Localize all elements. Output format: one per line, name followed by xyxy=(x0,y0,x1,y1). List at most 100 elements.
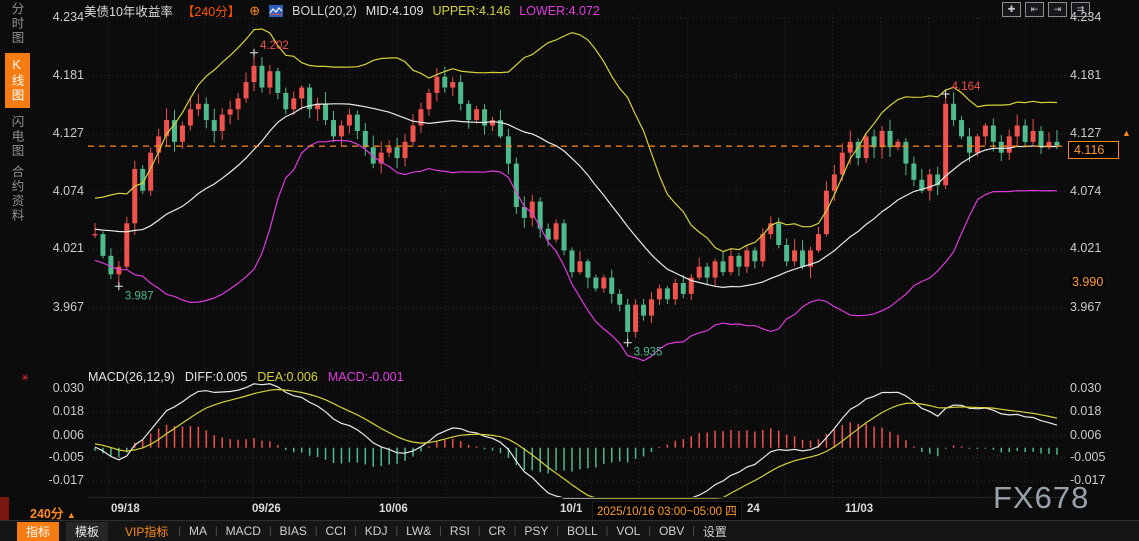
toolbar-lw-button[interactable]: LW& xyxy=(406,524,432,538)
period-selector[interactable]: 240分 ▲ xyxy=(30,503,76,522)
macd-hist-value: MACD:-0.001 xyxy=(327,370,404,384)
sidebar-item-contract-info[interactable]: 合约资料 xyxy=(9,165,24,223)
main-candlestick-chart[interactable]: 3.987 4.202 3.935 4.164 xyxy=(88,14,1066,372)
toolbar-bias-button[interactable]: BIAS xyxy=(279,524,307,538)
scale-left-icon[interactable]: ⇤ xyxy=(1025,2,1044,17)
price-axis-label-left: 4.127 xyxy=(52,126,84,141)
toolbar-ma-button[interactable]: MA xyxy=(188,524,207,538)
left-edge-strip xyxy=(0,497,9,541)
indicator-marker-icon: ✳ xyxy=(21,373,30,384)
svg-text:3.935: 3.935 xyxy=(634,347,663,359)
mini-chart-icon xyxy=(269,4,284,17)
macd-header: MACD(26,12,9) DIFF:0.005 DEA:0.006 MACD:… xyxy=(88,370,404,384)
current-price-badge: 4.116 xyxy=(1068,141,1120,159)
toolbar-separator: | xyxy=(605,525,609,537)
macd-axis-label-left: -0.017 xyxy=(48,472,84,487)
chart-tool-icons: ✚ ⇤ ⇥ ⇉ xyxy=(1002,2,1090,17)
macd-axis-label-right: 0.018 xyxy=(1070,404,1102,419)
boll-mid-value: MID:4.109 xyxy=(365,3,424,18)
toolbar-cr-button[interactable]: CR xyxy=(488,524,506,538)
toolbar-separator: | xyxy=(648,525,651,537)
price-axis-label-right: 4.234 xyxy=(1070,10,1102,24)
date-tick-label: 10/06 xyxy=(379,503,408,515)
toolbar-cci-button[interactable]: CCI xyxy=(325,524,347,538)
macd-dea-value: DEA:0.006 xyxy=(257,370,318,384)
macd-axis-label-left: 0.006 xyxy=(52,427,84,442)
toolbar-separator: | xyxy=(214,525,218,537)
shift-right-icon[interactable]: ⇉ xyxy=(1071,2,1090,17)
svg-text:4.202: 4.202 xyxy=(260,40,289,52)
macd-axis-label-left: 0.018 xyxy=(52,404,84,419)
left-sidebar: 分时图 K线图闪电图合约资料 xyxy=(0,2,34,223)
boll-lower-value: LOWER:4.072 xyxy=(519,3,600,18)
price-axis-label-right: 4.181 xyxy=(1070,67,1102,82)
toolbar-separator: | xyxy=(439,525,442,537)
macd-axis-label-left: -0.005 xyxy=(48,449,84,464)
price-axis-label-left: 4.234 xyxy=(52,10,84,24)
sidebar-item-kline[interactable]: K线图 xyxy=(4,52,30,108)
date-tick-label: 09/26 xyxy=(252,503,281,515)
macd-diff-value: DIFF:0.005 xyxy=(184,370,248,384)
toolbar-vol-button[interactable]: VOL xyxy=(616,524,641,538)
period-label: 【240分】 xyxy=(181,5,241,19)
chart-header: 美债10年收益率 【240分】 ⊕ BOLL(20,2) MID:4.109 U… xyxy=(84,1,600,20)
date-tick-label: 10/1 xyxy=(560,503,583,515)
toolbar-psy-button[interactable]: PSY xyxy=(524,524,549,538)
price-axis-label-right: 4.074 xyxy=(1070,183,1102,198)
crosshair-icon[interactable]: ✚ xyxy=(1002,2,1021,17)
price-axis-label-right: 4.021 xyxy=(1070,241,1102,256)
boll-upper-value: UPPER:4.146 xyxy=(432,3,511,18)
price-axis-label-right: 3.967 xyxy=(1070,299,1102,314)
macd-formula-label: MACD(26,12,9) xyxy=(88,370,175,384)
toolbar-template-button[interactable]: 模板 xyxy=(66,521,109,541)
bar-time-tooltip: 2025/10/16 03:00~05:00 四 xyxy=(592,501,742,521)
svg-text:3.987: 3.987 xyxy=(125,290,154,302)
date-tick-label: 11/03 xyxy=(845,503,874,515)
toolbar-macd-button[interactable]: MACD xyxy=(225,524,261,538)
sidebar-item-timeshare[interactable]: 分时图 xyxy=(9,2,24,46)
date-tick-label: 09/18 xyxy=(111,503,140,515)
toolbar-separator: | xyxy=(314,525,318,537)
price-level-badge: 3.990 xyxy=(1070,275,1106,289)
toolbar-obv-button[interactable]: OBV xyxy=(658,524,685,538)
macd-axis-label-right: 0.006 xyxy=(1070,427,1102,442)
toolbar-separator: | xyxy=(556,525,560,537)
boll-formula-label: BOLL(20,2) xyxy=(292,3,357,18)
add-indicator-icon[interactable]: ⊕ xyxy=(249,2,261,18)
macd-axis-label-right: -0.005 xyxy=(1070,449,1106,464)
price-axis-label-right: 4.127 xyxy=(1070,126,1102,141)
toolbar-separator: | xyxy=(268,525,272,537)
date-tick-label: 24 xyxy=(747,503,760,515)
chevron-up-icon: ▲ xyxy=(66,510,76,520)
bottom-toolbar: 指标 模板 VIP指标 | MA | MACD | BIAS | CCI | KDJ | LW& | RSI | C… xyxy=(0,520,1139,541)
toolbar-rsi-button[interactable]: RSI xyxy=(449,524,470,538)
toolbar-separator: | xyxy=(477,525,481,537)
toolbar-indicator-button[interactable]: 指标 xyxy=(17,521,60,541)
brand-watermark: FX678 xyxy=(993,480,1090,515)
toolbar-separator: | xyxy=(513,525,517,537)
price-axis-label-left: 3.967 xyxy=(52,299,84,314)
scale-right-icon[interactable]: ⇥ xyxy=(1048,2,1067,17)
toolbar-separator: | xyxy=(354,525,357,537)
macd-axis-label-right: -0.017 xyxy=(1070,472,1106,487)
panel-divider xyxy=(88,497,1065,498)
toolbar-settings-button[interactable]: 设置 xyxy=(702,524,727,539)
toolbar-boll-button[interactable]: BOLL xyxy=(567,524,598,538)
price-axis-label-left: 4.181 xyxy=(52,67,84,82)
toolbar-separator: | xyxy=(178,525,181,537)
toolbar-vip-indicator-button[interactable]: VIP指标 xyxy=(125,524,169,539)
period-selector-label: 240分 xyxy=(30,507,64,521)
price-up-arrow-icon: ▲ xyxy=(1122,128,1131,138)
macd-axis-label-left: 0.030 xyxy=(52,381,84,395)
instrument-title: 美债10年收益率 xyxy=(84,5,173,19)
toolbar-separator: | xyxy=(692,525,695,537)
svg-text:4.164: 4.164 xyxy=(952,81,981,93)
toolbar-separator: | xyxy=(395,525,399,537)
sidebar-item-lightning[interactable]: 闪电图 xyxy=(9,114,24,159)
macd-axis-label-right: 0.030 xyxy=(1070,381,1102,395)
price-axis-label-left: 4.021 xyxy=(52,241,84,256)
macd-panel[interactable] xyxy=(88,382,1066,499)
price-axis-label-left: 4.074 xyxy=(52,183,84,198)
toolbar-kdj-button[interactable]: KDJ xyxy=(364,524,388,538)
